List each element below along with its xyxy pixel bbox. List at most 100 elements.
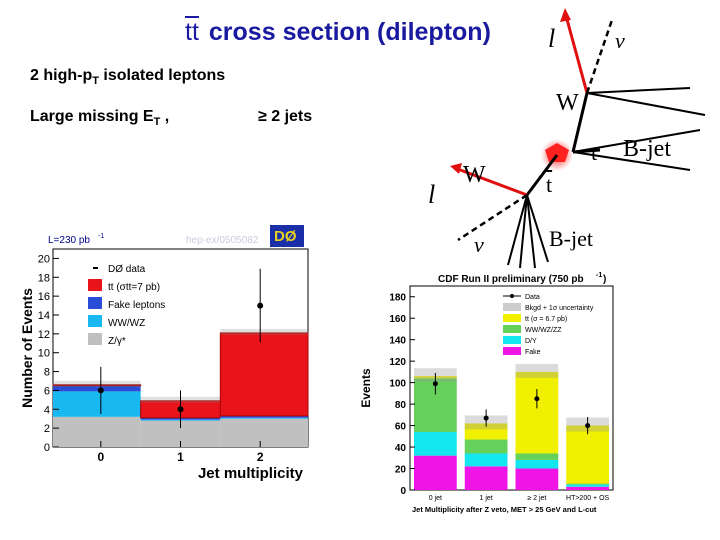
- cdf-xtick-label-2: ≥ 2 jet: [527, 495, 546, 502]
- ttbar-symbol: tt: [185, 18, 199, 46]
- d0-lumi-sup: -1: [98, 233, 104, 240]
- top-line: [572, 148, 601, 154]
- bullet-leptons-main: 2 high-p: [30, 67, 93, 84]
- d0-bar-Z/γ*-2: [220, 418, 308, 447]
- cdf-bar-WW/WZ/ZZ-1 jet: [464, 439, 508, 454]
- d0-bar-WW/WZ-0: [53, 391, 141, 417]
- d0-legend-label-4: Z/γ*: [108, 336, 126, 347]
- neutrino-top-label: ν: [615, 28, 625, 53]
- d0-ytick-label-4: 4: [44, 404, 50, 416]
- d0-ytick-label-12: 12: [38, 329, 50, 341]
- cdf-bar-tt (σ = 6.7 pb)-1 jet: [464, 423, 508, 440]
- cdf-uncertainty-band-2: [515, 363, 559, 378]
- top-quark-label: t: [591, 140, 598, 165]
- d0-ytick-label-10: 10: [38, 348, 50, 360]
- slide-title: tt cross section (dilepton): [185, 18, 491, 47]
- cdf-legend-swatch-3: [503, 325, 521, 333]
- cdf-title-sup: -1: [596, 272, 602, 279]
- bjet-right-line-3: [572, 129, 701, 153]
- cdf-ylabel: Events: [359, 368, 373, 408]
- cdf-xlabel: Jet Multiplicity after Z veto, MET > 25 …: [412, 505, 597, 514]
- cdf-bar-Fake-HT>200 + OS: [566, 486, 609, 490]
- d0-legend-swatch-2: [88, 297, 102, 309]
- cdf-legend-label-0: Data: [525, 294, 540, 301]
- bjet-right-line-1: [586, 87, 691, 94]
- d0-legend-label-0: DØ data: [108, 264, 146, 275]
- lepton-top-track: [563, 11, 589, 94]
- cdf-data-point-2: [534, 396, 540, 402]
- cdf-bar-Fake-1 jet: [464, 466, 508, 490]
- tbar-line: [525, 154, 559, 196]
- cdf-ytick-label-160: 160: [389, 314, 406, 325]
- bullet-leptons: 2 high-pT isolated leptons: [30, 67, 225, 87]
- d0-legend-label-1: tt (σtt=7 pb): [108, 282, 160, 293]
- d0-legend-swatch-3: [88, 315, 102, 327]
- cdf-legend-swatch-2: [503, 314, 521, 322]
- d0-logo: DØ: [274, 228, 297, 245]
- collision-star-icon: [545, 143, 569, 162]
- cdf-legend-marker-0: [510, 294, 514, 298]
- d0-watermark: hep-ex/0505082: [186, 235, 259, 246]
- d0-bar-tt (σtt=7 pb)-0: [52, 384, 142, 387]
- bullet-leptons-rest: isolated leptons: [98, 67, 226, 84]
- d0-uncertainty-band-2: [220, 328, 308, 335]
- cdf-ytick-label-60: 60: [395, 422, 407, 433]
- bullet-jets: ≥ 2 jets: [258, 108, 313, 125]
- d0-data-point-0: [97, 387, 104, 394]
- d0-ytick-label-16: 16: [38, 291, 50, 303]
- lepton-left-track: [454, 166, 528, 197]
- bullet-leptons-sub: T: [92, 75, 99, 88]
- cdf-legend-label-4: D/Y: [525, 338, 537, 345]
- d0-bar-Z/γ*-0: [53, 416, 141, 447]
- bjet-bottom-label: B-jet: [549, 226, 593, 251]
- cdf-ytick-label-180: 180: [389, 293, 406, 304]
- cdf-bar-D/Y-1 jet: [464, 453, 508, 467]
- bullet-met-sub: T: [153, 116, 161, 129]
- d0-ytick-label-2: 2: [44, 423, 50, 435]
- cdf-legend-label-1: Bkgd + 1σ uncertainty: [525, 305, 594, 312]
- cdf-title: CDF Run II preliminary (750 pb: [438, 274, 584, 285]
- cdf-data-point-3: [585, 423, 591, 429]
- cdf-legend-label-2: tt (σ = 6.7 pb): [525, 316, 567, 323]
- title-text: cross section (dilepton): [208, 18, 491, 46]
- d0-lumi-label: L=230 pb: [48, 235, 90, 246]
- cdf-bar-WW/WZ/ZZ-≥ 2 jet: [515, 453, 559, 460]
- d0-bar-WW/WZ-2: [220, 417, 308, 419]
- cdf-xtick-label-0: 0 jet: [429, 495, 442, 502]
- cdf-ytick-label-80: 80: [395, 400, 407, 411]
- d0-uncertainty-band-0: [53, 380, 141, 387]
- d0-xtick-label-1: 1: [177, 450, 184, 464]
- d0-ytick-label-8: 8: [44, 367, 50, 379]
- neutrino-bottom-track: [457, 193, 528, 242]
- cdf-data-point-0: [432, 381, 438, 387]
- d0-legend-swatch-1: [88, 279, 102, 291]
- cdf-ytick-label-140: 140: [389, 336, 406, 347]
- cdf-xtick-label-1: 1 jet: [480, 495, 493, 502]
- cdf-bar-D/Y-≥ 2 jet: [515, 459, 559, 469]
- cdf-bar-D/Y-0 jet: [414, 432, 457, 456]
- cdf-data-point-1: [483, 415, 489, 421]
- d0-legend-label-2: Fake leptons: [108, 300, 165, 311]
- d0-xtick-label-0: 0: [97, 450, 104, 464]
- lepton-left-label: l: [428, 180, 436, 209]
- cdf-legend-swatch-4: [503, 336, 521, 344]
- bjet-right-label: B-jet: [623, 136, 671, 162]
- d0-ytick-label-0: 0: [44, 442, 50, 454]
- d0-data-point-2: [257, 302, 264, 309]
- cdf-xtick-label-3: HT>200 + OS: [566, 495, 610, 502]
- bjet-right-line-2: [586, 92, 706, 116]
- cdf-legend-swatch-1: [503, 303, 521, 311]
- lepton-top-label: l: [548, 24, 556, 53]
- neutrino-bottom-label: ν: [474, 232, 484, 257]
- d0-logo-background: [270, 225, 304, 247]
- d0-bar-Fake leptons-0: [53, 385, 141, 392]
- lepton-left-arrow-icon: [450, 163, 462, 174]
- cdf-bar-Fake-0 jet: [414, 455, 457, 490]
- d0-ylabel: Number of Events: [19, 288, 35, 408]
- cdf-ytick-label-100: 100: [389, 379, 406, 390]
- bullet-met-rest: ,: [160, 108, 170, 125]
- bullet-met-main: Large missing E: [30, 108, 154, 125]
- d0-chart: L=230 pb -1 hep-ex/0505082 DØ02468101214161…: [19, 225, 309, 482]
- cdf-bar-tt (σ = 6.7 pb)-HT>200 + OS: [566, 425, 609, 484]
- w-left-label: W: [463, 162, 486, 188]
